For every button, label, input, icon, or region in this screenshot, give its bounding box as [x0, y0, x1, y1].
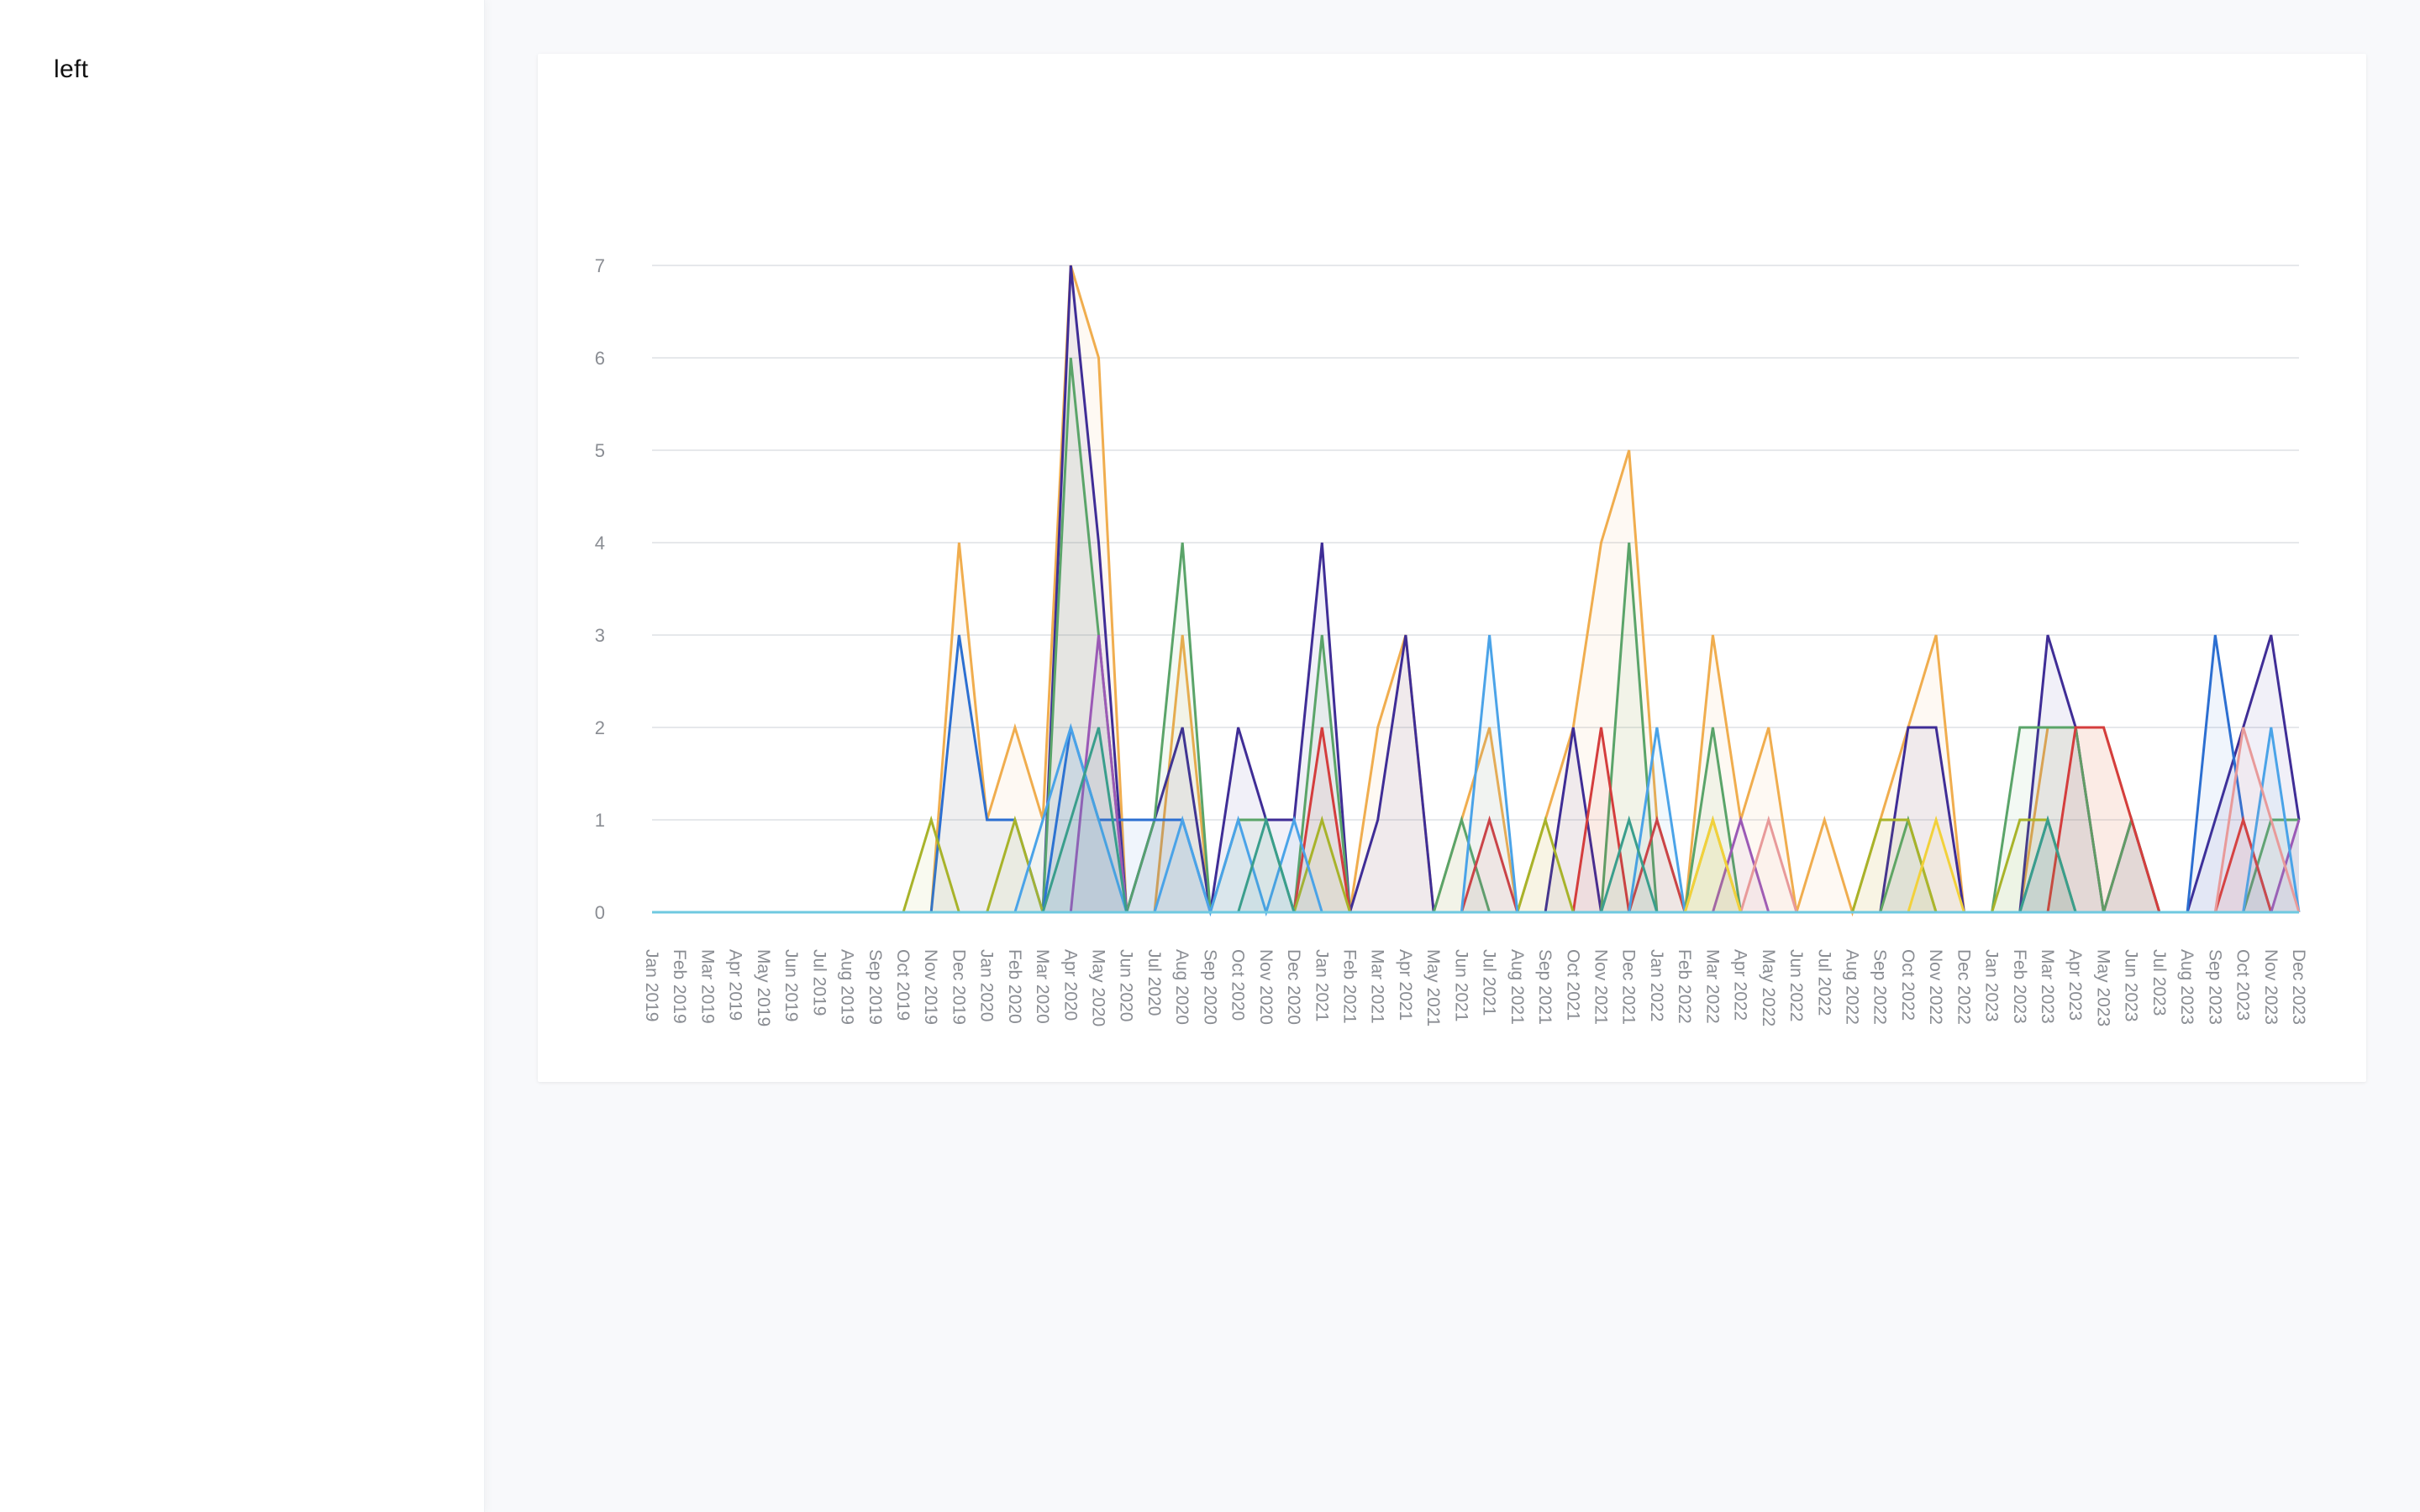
x-tick-label: May 2021	[1423, 949, 1443, 1026]
x-tick-label: Jul 2022	[1814, 949, 1833, 1016]
x-tick-label: Mar 2022	[1702, 949, 1722, 1024]
sidebar-label: left	[54, 55, 89, 83]
x-tick-label: Dec 2019	[949, 949, 968, 1025]
x-tick-label: Dec 2021	[1619, 949, 1639, 1025]
x-tick-label: Jul 2023	[2149, 949, 2169, 1016]
x-tick-label: May 2019	[754, 949, 773, 1026]
x-tick-label: Nov 2020	[1256, 949, 1276, 1025]
x-tick-label: Nov 2022	[1926, 949, 1945, 1025]
x-tick-label: Feb 2020	[1005, 949, 1024, 1024]
line-area-chart: 0 1 2 3 4 5 6 7 Jan 2019 Feb 2019 Mar 2019 Apr 201…	[595, 255, 2308, 1026]
x-tick-label: Mar 2020	[1033, 949, 1052, 1024]
x-tick-label: Oct 2019	[893, 949, 913, 1021]
y-tick-label: 6	[595, 348, 605, 369]
x-tick-label: Oct 2021	[1563, 949, 1582, 1021]
x-tick-label: Apr 2022	[1731, 949, 1750, 1021]
x-tick-label: Sep 2023	[2205, 949, 2224, 1025]
x-tick-label: Sep 2019	[865, 949, 885, 1025]
y-axis-ticks: 0 1 2 3 4 5 6 7	[595, 255, 605, 923]
x-tick-label: Feb 2022	[1675, 949, 1694, 1024]
x-tick-label: Jun 2021	[1451, 949, 1470, 1021]
x-axis-ticks: Jan 2019 Feb 2019 Mar 2019 Apr 2019 May 2019…	[642, 949, 2308, 1026]
chart-series	[652, 265, 2301, 917]
x-tick-label: Jun 2019	[781, 949, 801, 1021]
y-tick-label: 5	[595, 440, 605, 461]
x-tick-label: Feb 2023	[2010, 949, 2029, 1024]
x-tick-label: Jul 2021	[1480, 949, 1499, 1016]
x-tick-label: Apr 2019	[726, 949, 745, 1021]
x-tick-label: May 2022	[1759, 949, 1778, 1026]
chart-gridlines	[652, 265, 2299, 913]
series-area	[652, 820, 2299, 912]
x-tick-label: Jan 2021	[1312, 949, 1331, 1021]
x-tick-label: Jan 2023	[1982, 949, 2002, 1021]
x-tick-label: Jan 2022	[1647, 949, 1666, 1021]
x-tick-label: Feb 2019	[670, 949, 689, 1024]
x-tick-label: Sep 2022	[1870, 949, 1890, 1025]
x-tick-label: Sep 2021	[1535, 949, 1555, 1025]
x-tick-label: Dec 2020	[1284, 949, 1303, 1025]
x-tick-label: May 2023	[2093, 949, 2112, 1026]
x-tick-label: Dec 2022	[1954, 949, 1973, 1025]
y-tick-label: 3	[595, 625, 605, 646]
x-tick-label: Aug 2019	[838, 949, 857, 1025]
y-tick-label: 1	[595, 810, 605, 831]
x-tick-label: Oct 2022	[1898, 949, 1918, 1021]
x-tick-label: Sep 2020	[1200, 949, 1219, 1025]
chart-card: 0 1 2 3 4 5 6 7 Jan 2019 Feb 2019 Mar 2019 Apr 201…	[538, 54, 2366, 1082]
x-tick-label: Jan 2019	[642, 949, 661, 1021]
x-tick-label: Aug 2023	[2177, 949, 2196, 1025]
series-area	[652, 727, 2299, 912]
x-tick-label: Jun 2022	[1786, 949, 1806, 1021]
x-tick-label: Jun 2020	[1117, 949, 1136, 1021]
x-tick-label: Feb 2021	[1340, 949, 1360, 1024]
x-tick-label: Jul 2019	[809, 949, 829, 1016]
x-tick-label: Jul 2020	[1144, 949, 1164, 1016]
y-tick-label: 2	[595, 717, 605, 738]
x-tick-label: Apr 2023	[2065, 949, 2085, 1021]
x-tick-label: Apr 2021	[1396, 949, 1415, 1021]
y-tick-label: 0	[595, 902, 605, 923]
x-tick-label: Nov 2023	[2261, 949, 2281, 1025]
x-tick-label: Jun 2023	[2122, 949, 2141, 1021]
x-tick-label: Jan 2020	[977, 949, 997, 1021]
x-tick-label: Nov 2019	[921, 949, 940, 1025]
x-tick-label: Mar 2019	[697, 949, 717, 1024]
x-tick-label: May 2020	[1089, 949, 1108, 1026]
y-tick-label: 4	[595, 533, 605, 554]
x-tick-label: Mar 2021	[1368, 949, 1387, 1024]
sidebar: left	[0, 0, 484, 1512]
x-tick-label: Aug 2021	[1507, 949, 1527, 1025]
x-tick-label: Oct 2020	[1228, 949, 1248, 1021]
x-tick-label: Nov 2021	[1591, 949, 1610, 1025]
series-area	[652, 727, 2299, 912]
y-tick-label: 7	[595, 255, 605, 276]
x-tick-label: Oct 2023	[2233, 949, 2253, 1021]
x-tick-label: Dec 2023	[2289, 949, 2308, 1025]
x-tick-label: Apr 2020	[1060, 949, 1080, 1021]
x-tick-label: Mar 2023	[2038, 949, 2057, 1024]
x-tick-label: Aug 2022	[1842, 949, 1861, 1025]
x-tick-label: Aug 2020	[1172, 949, 1192, 1025]
